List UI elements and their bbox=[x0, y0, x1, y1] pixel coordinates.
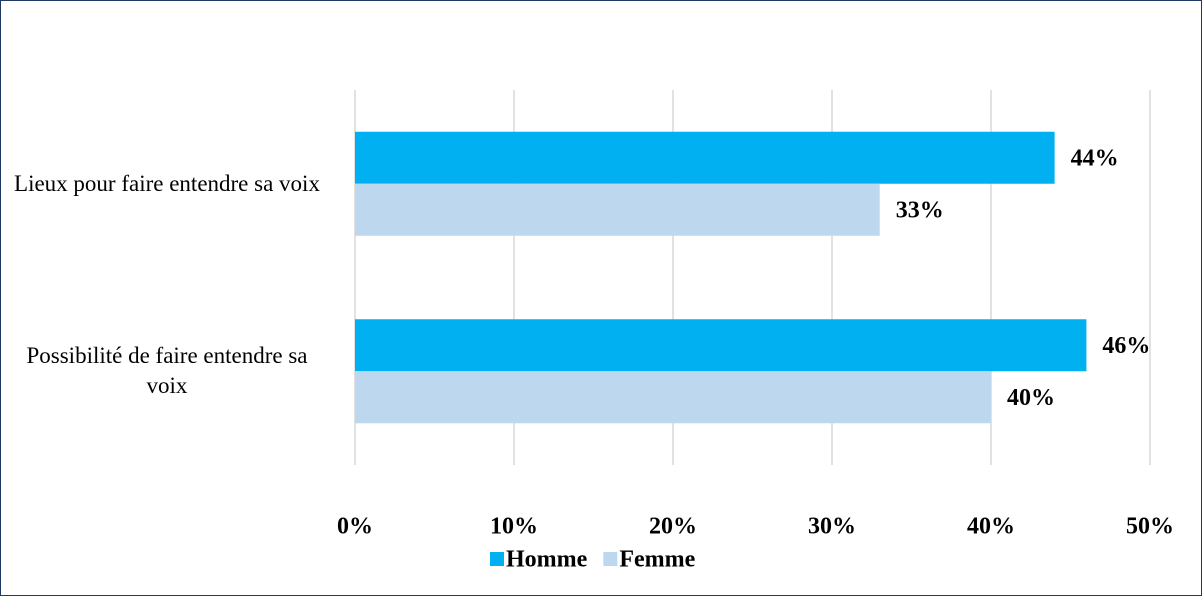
bar bbox=[355, 183, 880, 236]
x-tick-label: 0% bbox=[337, 514, 373, 540]
data-label: 46% bbox=[1102, 333, 1150, 359]
legend-label: Homme bbox=[506, 547, 588, 573]
data-label: 44% bbox=[1071, 145, 1119, 171]
x-tick-label: 10% bbox=[490, 514, 538, 540]
legend-label: Femme bbox=[619, 547, 695, 573]
legend-swatch bbox=[490, 552, 504, 566]
legend-swatch bbox=[603, 552, 618, 566]
x-tick-label: 40% bbox=[967, 514, 1015, 540]
x-tick-label: 50% bbox=[1126, 514, 1174, 540]
bar bbox=[355, 371, 991, 424]
x-tick-label: 20% bbox=[649, 514, 697, 540]
y-tick-label: Lieux pour faire entendre sa voix bbox=[14, 170, 320, 196]
bar bbox=[355, 319, 1087, 372]
y-tick-label: Possibilité de faire entendre sa voix bbox=[26, 343, 308, 399]
data-label: 40% bbox=[1007, 385, 1055, 411]
data-label: 33% bbox=[896, 197, 944, 223]
x-tick-label: 30% bbox=[808, 514, 856, 540]
bar bbox=[355, 131, 1055, 184]
